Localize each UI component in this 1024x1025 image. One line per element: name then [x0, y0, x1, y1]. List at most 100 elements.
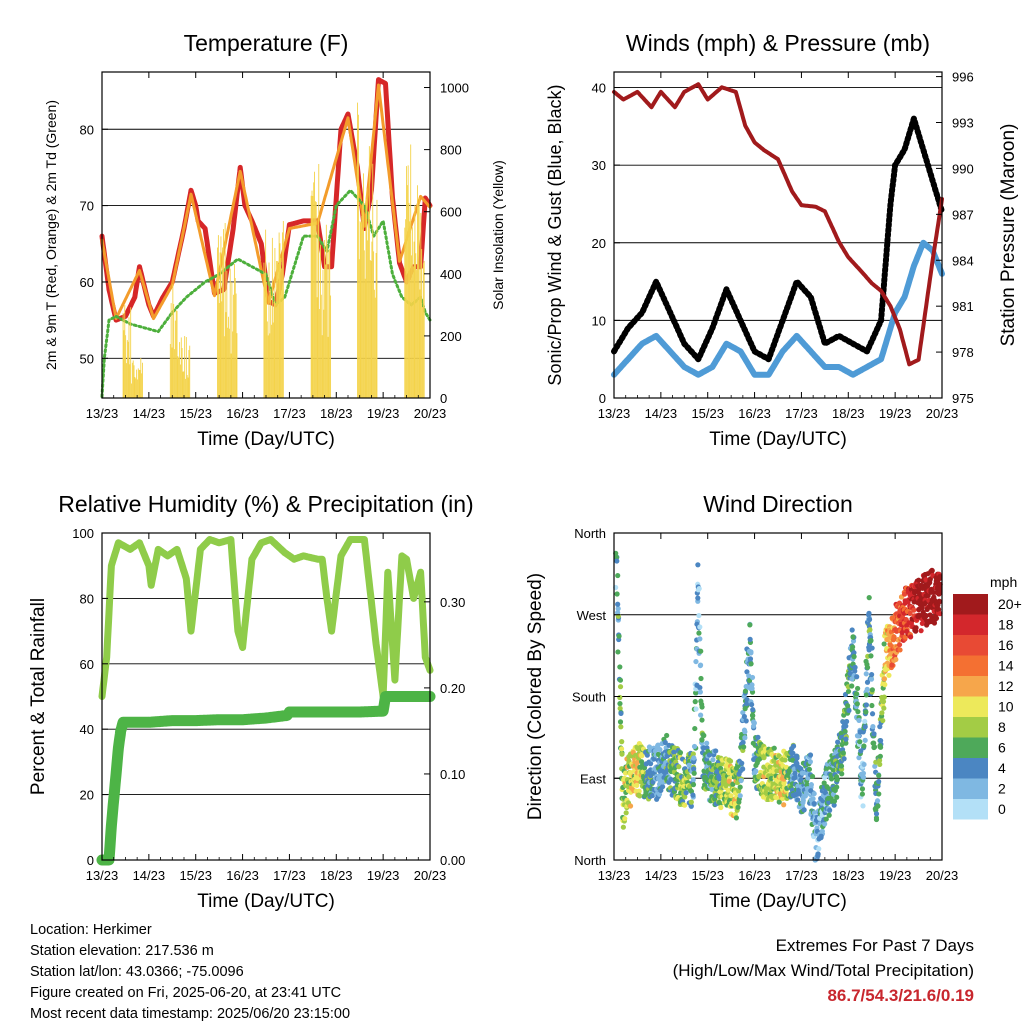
direction-point [804, 782, 810, 788]
direction-point [821, 780, 827, 786]
elevation-text: Station elevation: 217.536 m [30, 943, 214, 959]
direction-point [831, 798, 838, 804]
direction-point [806, 766, 813, 772]
direction-point [841, 712, 847, 718]
direction-point [615, 572, 621, 579]
x-tick-label: 13/23 [86, 868, 119, 883]
x-tick-label: 17/23 [785, 868, 818, 883]
y-tick-label: 30 [592, 158, 606, 173]
direction-point [854, 674, 860, 680]
direction-point [822, 821, 828, 827]
direction-point [695, 562, 701, 568]
direction-point [697, 685, 703, 691]
direction-point [860, 774, 867, 780]
relative-humidity-line [98, 536, 434, 700]
direction-point [868, 653, 874, 659]
direction-point [748, 650, 754, 656]
direction-point [617, 664, 623, 670]
station-info: Location: Herkimer Station elevation: 21… [30, 920, 350, 1025]
direction-point [697, 662, 704, 668]
direction-point [827, 807, 833, 813]
legend-label: 20+ [998, 596, 1022, 612]
direction-point [871, 744, 878, 750]
direction-point [686, 774, 692, 780]
direction-point [741, 744, 747, 750]
direction-point [929, 567, 935, 573]
y2-tick-label: 984 [952, 253, 974, 268]
y2-tick-label: 0.30 [440, 595, 465, 610]
direction-point [790, 743, 797, 749]
direction-point [616, 633, 622, 639]
direction-point [656, 791, 663, 797]
y2-tick-label: 981 [952, 299, 974, 314]
direction-point [845, 688, 852, 695]
direction-point [801, 807, 807, 813]
direction-point [620, 824, 626, 830]
direction-point [692, 725, 698, 732]
legend-swatch [953, 717, 988, 738]
direction-point [691, 743, 698, 750]
y2-tick-label: 990 [952, 161, 974, 176]
y-tick-label: East [580, 771, 606, 786]
legend-label: 0 [998, 801, 1006, 817]
direction-point [615, 606, 621, 612]
y-tick-label: 80 [80, 591, 94, 606]
direction-point [866, 610, 872, 616]
direction-point [690, 792, 696, 798]
x-axis-label: Time (Day/UTC) [197, 891, 335, 912]
chart-title: Relative Humidity (%) & Precipitation (i… [58, 491, 473, 517]
direction-point [735, 804, 741, 810]
plot-frame [613, 71, 943, 399]
y2-tick-label: 200 [440, 329, 462, 344]
direction-point [851, 654, 857, 660]
direction-point [846, 707, 852, 714]
direction-point [706, 760, 712, 766]
direction-point [623, 810, 629, 816]
x-tick-label: 14/23 [645, 868, 678, 883]
direction-point [701, 732, 707, 739]
direction-point [691, 770, 697, 776]
direction-point [861, 761, 867, 768]
station-pressure-line [612, 82, 944, 367]
x-tick-label: 14/23 [133, 406, 166, 421]
direction-point [699, 701, 705, 707]
direction-point [850, 634, 856, 640]
direction-point [750, 707, 756, 713]
direction-point [622, 815, 628, 822]
direction-point [671, 749, 677, 755]
y2-tick-label: 400 [440, 267, 462, 282]
direction-point [849, 683, 855, 689]
direction-point [891, 634, 897, 640]
direction-point [923, 612, 929, 619]
direction-point [682, 794, 688, 800]
direction-point [755, 734, 761, 740]
direction-point [889, 662, 895, 668]
extremes-values: 86.7/54.3/21.6/0.19 [827, 986, 974, 1005]
direction-point [852, 664, 858, 670]
y-tick-label: 100 [72, 526, 94, 541]
y-tick-label: West [577, 608, 607, 623]
direction-point [649, 792, 656, 799]
direction-point [816, 846, 822, 852]
y2-tick-label: 987 [952, 207, 974, 222]
direction-point [835, 739, 841, 745]
direction-point [853, 691, 860, 697]
direction-point [747, 656, 754, 662]
x-tick-label: 17/23 [785, 406, 818, 421]
chart-title: Wind Direction [703, 491, 853, 517]
legend-label: 8 [998, 719, 1006, 735]
direction-point [881, 694, 887, 700]
direction-point [873, 816, 880, 823]
series-group [613, 550, 943, 863]
direction-point [688, 799, 694, 805]
direction-point [901, 591, 908, 597]
y-tick-label: 10 [592, 313, 606, 328]
direction-point [861, 743, 867, 749]
direction-point [870, 723, 876, 730]
direction-point [699, 717, 705, 723]
y-tick-label: 80 [80, 122, 94, 137]
direction-point [726, 778, 732, 784]
y-tick-label: North [574, 853, 606, 868]
direction-point [768, 775, 774, 782]
direction-point [807, 752, 814, 758]
